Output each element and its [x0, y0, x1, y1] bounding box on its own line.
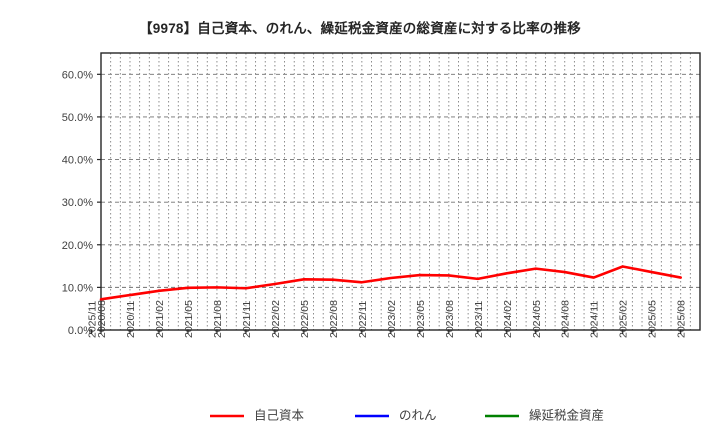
x-axis-tick-label: 2023/11	[473, 301, 485, 338]
x-axis-tick-label: 2021/02	[154, 300, 166, 338]
x-axis-tick-label: 2024/11	[589, 301, 601, 338]
chart-legend: 自己資本 のれん 繰延税金資産	[210, 407, 604, 422]
x-axis-tick-label: 2025/02	[618, 300, 630, 338]
x-axis-tick-label: 2021/08	[212, 300, 224, 338]
x-axis-tick-label: 2023/02	[386, 300, 398, 338]
y-axis-tick-labels: 0.0% 10.0% 20.0% 30.0% 40.0% 50.0% 60.0%	[62, 69, 101, 337]
x-axis-tick-label: 2021/05	[183, 300, 195, 338]
x-axis-tick-label: 2022/08	[328, 300, 340, 338]
y-axis-tick-label: 30.0%	[62, 197, 93, 209]
plot-axes	[100, 52, 701, 331]
legend-label-自己資本: 自己資本	[254, 408, 305, 422]
y-axis-tick-label: 20.0%	[62, 240, 93, 252]
x-axis-tick-label: 2022/05	[299, 300, 311, 338]
x-axis-tick-label: 2025/08	[676, 300, 688, 338]
x-axis-tick-label: 2024/02	[502, 300, 514, 338]
x-axis-tick-label: 2025/05	[647, 300, 659, 338]
plot-frame	[100, 52, 701, 331]
y-axis-tick-label: 10.0%	[62, 282, 93, 294]
y-axis-tick-label: 60.0%	[62, 69, 93, 81]
x-axis-tick-label: 2023/05	[415, 300, 427, 338]
x-axis-tick-label: 2022/02	[270, 300, 282, 338]
x-axis-tick-label: 2024/05	[531, 300, 543, 338]
legend-label-繰延税金資産: 繰延税金資産	[529, 407, 604, 422]
legend-label-のれん: のれん	[399, 408, 437, 422]
x-axis-tick-label: 2022/11	[357, 301, 369, 338]
x-axis-tick-label: 2024/08	[560, 300, 572, 338]
x-axis-tick-label: 2023/08	[444, 300, 456, 338]
x-axis-tick-labels: 2020/08 2020/11 2021/02 2021/05 2021/08 2021/…	[86, 300, 687, 338]
y-axis-tick-label: 0.0%	[68, 325, 93, 337]
series-line-自己資本	[99, 265, 682, 301]
x-axis-tick-label: 2025/11	[86, 301, 98, 338]
data-series-layer	[99, 265, 682, 301]
y-axis-tick-label: 40.0%	[62, 155, 93, 167]
x-axis-tick-label: 2021/11	[241, 301, 253, 338]
x-axis-tick-label: 2020/11	[125, 301, 137, 338]
x-axis-tick-label: 2020/08	[96, 300, 108, 338]
y-axis-tick-label: 50.0%	[62, 112, 93, 124]
page-title: 【9978】自己資本、のれん、繰延税金資産の総資産に対する比率の推移	[139, 21, 581, 36]
